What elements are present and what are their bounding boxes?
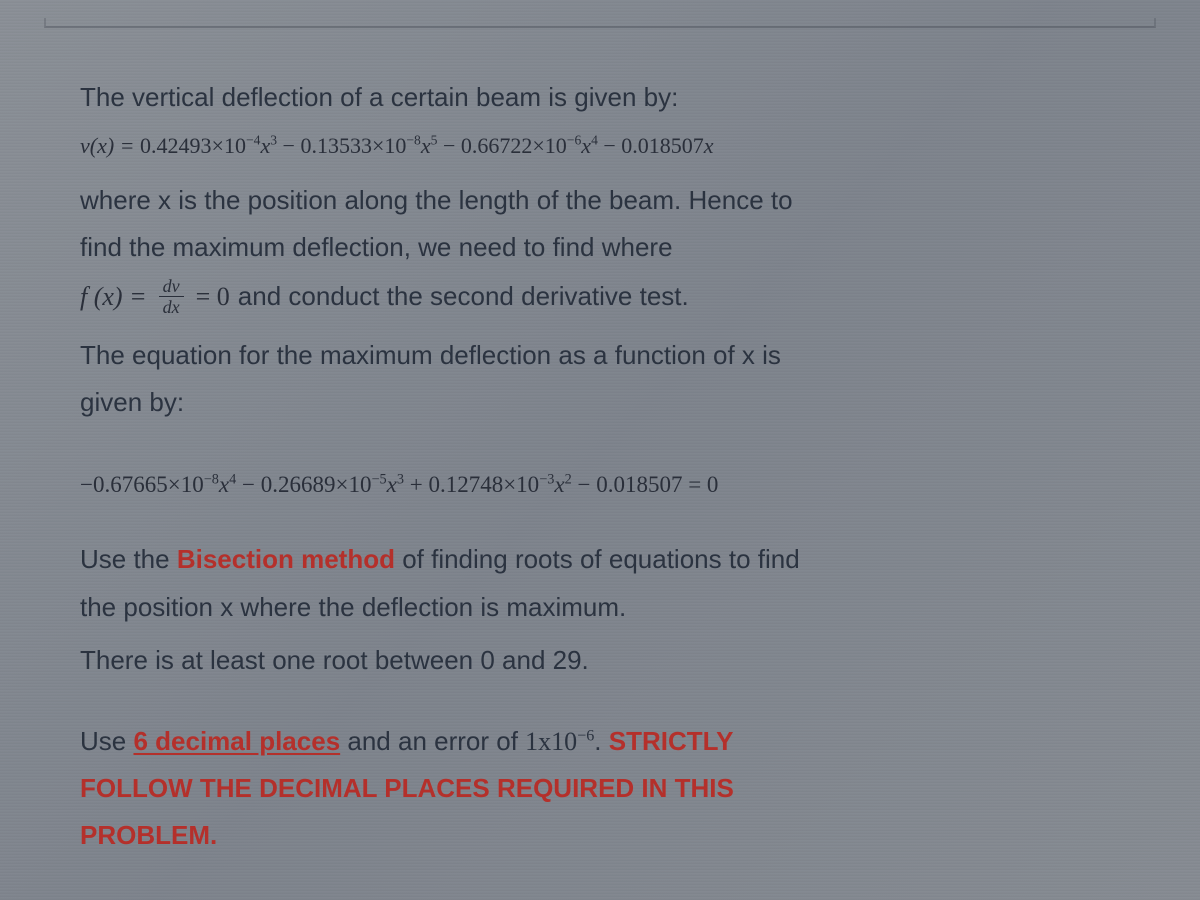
panel-top-border: [44, 18, 1156, 28]
intro-line: The vertical deflection of a certain bea…: [80, 80, 1080, 115]
root-interval-line: There is at least one root between 0 and…: [80, 643, 1080, 678]
context-line-1: where x is the position along the length…: [80, 183, 1080, 218]
precision-line-1: Use 6 decimal places and an error of 1x1…: [80, 724, 1080, 759]
context-line-2: find the maximum deflection, we need to …: [80, 230, 1080, 265]
precision-line-2: FOLLOW THE DECIMAL PLACES REQUIRED IN TH…: [80, 771, 1080, 806]
lead-in-line-1: The equation for the maximum deflection …: [80, 338, 1080, 373]
equation-v-of-x: v(x) = 0.42493×10−4x3 − 0.13533×10−8x5 −…: [80, 133, 1080, 159]
problem-text: The vertical deflection of a certain bea…: [80, 80, 1080, 865]
method-name: Bisection method: [177, 544, 395, 574]
equation-derivative: −0.67665×10−8x4 − 0.26689×10−5x3 + 0.127…: [80, 472, 1080, 498]
derivative-condition: f (x) = dv dx = 0 and conduct the second…: [80, 277, 1080, 316]
precision-line-3: PROBLEM.: [80, 818, 1080, 853]
fraction-dv-dx: dv dx: [159, 277, 184, 316]
decimal-places: 6 decimal places: [133, 726, 340, 756]
instruction-line-2: the position x where the deflection is m…: [80, 590, 1080, 625]
instruction-line-1: Use the Bisection method of finding root…: [80, 542, 1080, 577]
error-value: 1x10−6: [525, 727, 594, 756]
lead-in-line-2: given by:: [80, 385, 1080, 420]
